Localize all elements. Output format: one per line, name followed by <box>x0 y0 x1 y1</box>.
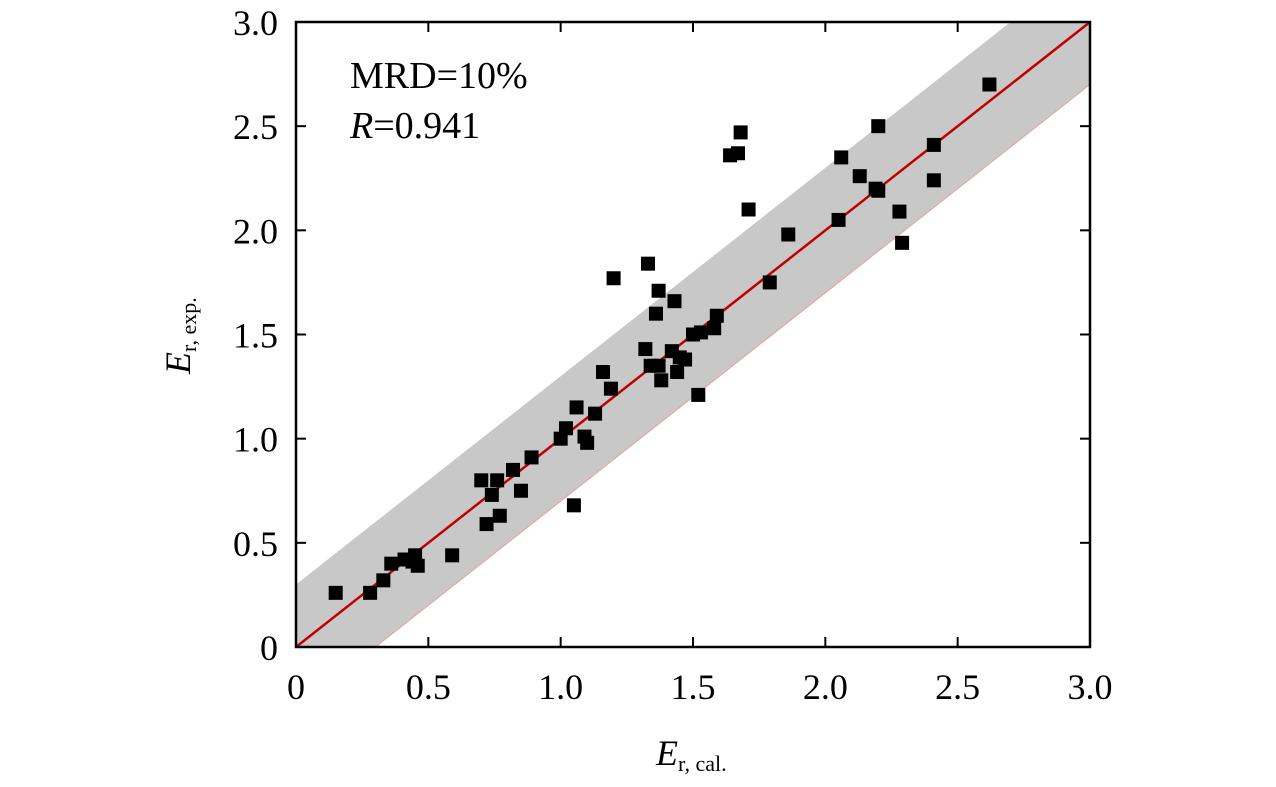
r-value: =0.941 <box>373 105 480 147</box>
y-tick-label-2: 1.0 <box>233 420 278 460</box>
y-axis-title: Er, exp. <box>158 297 201 375</box>
data-point-47 <box>741 202 756 217</box>
data-point-49 <box>781 227 796 242</box>
data-point-35 <box>667 294 682 309</box>
data-point-15 <box>513 483 528 498</box>
y-tick-label-6: 3.0 <box>233 3 278 43</box>
x-axis-title: Er, cal. <box>655 733 727 776</box>
data-point-60 <box>982 77 997 92</box>
r-annotation: R=0.941 <box>349 105 480 147</box>
y-tick-label-1: 0.5 <box>233 524 278 564</box>
data-point-13 <box>492 508 507 523</box>
data-point-30 <box>648 306 663 321</box>
data-point-28 <box>641 256 656 271</box>
data-point-19 <box>566 498 581 513</box>
data-point-3 <box>384 556 399 571</box>
data-point-16 <box>524 450 539 465</box>
data-point-24 <box>596 365 611 379</box>
axis-ticks-layer <box>295 21 1091 648</box>
data-point-20 <box>569 400 584 415</box>
data-point-40 <box>691 387 706 402</box>
data-point-9 <box>474 473 489 488</box>
data-point-10 <box>479 517 494 532</box>
data-point-31 <box>651 283 666 298</box>
data-point-52 <box>852 169 867 184</box>
data-point-55 <box>871 183 886 198</box>
data-point-48 <box>762 275 777 290</box>
data-point-41 <box>693 325 708 340</box>
x-tick-label-0: 0 <box>287 667 305 707</box>
mrd-annotation: MRD=10% <box>350 55 528 97</box>
data-point-38 <box>678 352 693 367</box>
x-tick-label-6: 3.0 <box>1068 667 1113 707</box>
x-tick-label-5: 2.5 <box>935 667 980 707</box>
data-point-22 <box>580 435 595 450</box>
data-point-14 <box>506 462 521 477</box>
data-point-18 <box>558 421 573 436</box>
data-point-56 <box>892 204 907 219</box>
x-tick-label-3: 1.5 <box>671 667 716 707</box>
data-point-33 <box>654 373 669 388</box>
data-point-2 <box>376 573 391 588</box>
data-point-59 <box>926 137 941 152</box>
y-tick-label-5: 2.5 <box>233 107 278 147</box>
data-point-54 <box>871 119 886 134</box>
y-tick-label-3: 1.5 <box>233 316 278 356</box>
data-point-26 <box>606 271 621 286</box>
y-tick-label-0: 0 <box>260 628 278 668</box>
data-point-25 <box>603 381 618 396</box>
x-tick-label-4: 2.0 <box>803 667 848 707</box>
data-point-11 <box>484 487 499 502</box>
data-point-1 <box>363 585 378 600</box>
data-point-46 <box>733 125 748 140</box>
x-tick-labels: 0 0.5 1.0 1.5 2.0 2.5 3.0 <box>287 667 1113 707</box>
data-point-57 <box>895 235 910 250</box>
data-point-27 <box>638 342 653 357</box>
data-point-0 <box>328 585 343 600</box>
data-points-layer <box>328 77 997 600</box>
data-point-36 <box>670 365 685 379</box>
x-tick-label-2: 1.0 <box>538 667 583 707</box>
data-point-23 <box>588 406 603 421</box>
y-tick-label-4: 2.0 <box>233 211 278 251</box>
data-point-43 <box>709 308 724 323</box>
data-point-42 <box>707 321 722 336</box>
data-point-58 <box>926 173 941 188</box>
data-point-51 <box>834 150 849 165</box>
data-point-12 <box>490 473 505 488</box>
r-symbol: R <box>349 105 373 147</box>
data-point-32 <box>651 358 666 373</box>
data-point-8 <box>445 548 460 563</box>
x-tick-label-1: 0.5 <box>406 667 451 707</box>
data-point-50 <box>831 212 846 227</box>
y-tick-labels: 0 0.5 1.0 1.5 2.0 2.5 3.0 <box>233 3 278 668</box>
data-point-45 <box>730 146 745 161</box>
data-point-7 <box>410 558 425 573</box>
